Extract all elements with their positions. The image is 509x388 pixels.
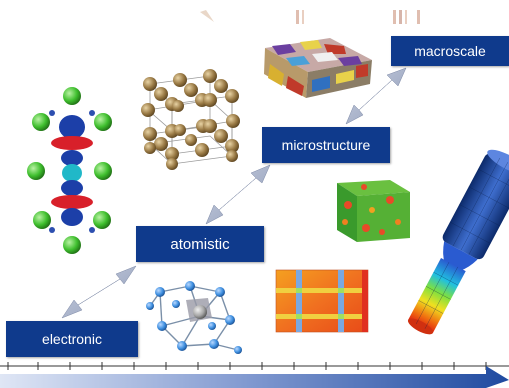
scale-axis [0,362,509,388]
molecular-cluster-icon [146,281,242,354]
finite-element-rod-icon [407,149,509,335]
material-cube-icon [337,180,410,242]
stress-field-map-icon [275,269,369,333]
crystal-atoms [141,69,240,170]
arrow-microstructure-macroscale [345,67,407,125]
grain-structure-icon [264,38,372,98]
scale-bar-arrow [0,366,509,388]
top-faded-marks [200,10,420,24]
label-microstructure: microstructure [262,127,390,163]
label-atomistic: atomistic [136,226,264,262]
scale-transition-arrows [61,67,407,319]
electron-orbital-icon [27,87,112,254]
arrow-electronic-atomistic [61,265,137,319]
label-macroscale: macroscale [391,36,509,66]
label-electronic: electronic [6,321,138,357]
arrow-atomistic-microstructure [205,164,271,225]
